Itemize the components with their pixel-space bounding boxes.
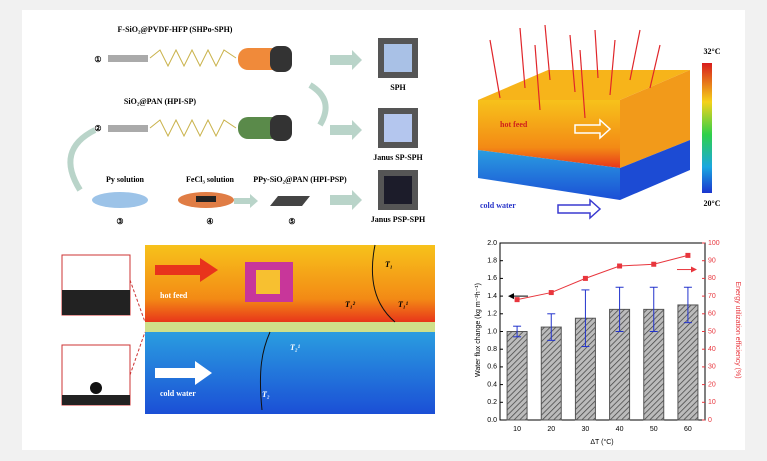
y-tick-label: 1.4 (487, 293, 497, 300)
y2-tick-label: 80 (708, 275, 716, 282)
decoration (256, 270, 280, 294)
y2-tick-label: 0 (708, 417, 712, 424)
y2-tick-label: 10 (708, 399, 716, 406)
temp-max: 32°C (704, 47, 721, 56)
y-tick-label: 1.2 (487, 311, 497, 318)
y2-tick-label: 100 (708, 240, 720, 247)
y2-tick-label: 90 (708, 258, 716, 265)
decoration (270, 46, 292, 72)
x-tick-label: 10 (513, 426, 521, 433)
product-label: Janus SP-SPH (373, 153, 423, 162)
decoration (62, 395, 130, 405)
marker (651, 262, 656, 267)
hot-label: hot feed (500, 120, 528, 129)
y2-tick-label: 60 (708, 311, 716, 318)
page: F-SiO₂@PVDF-HFP (SHPo-SPH) SiO₂@PAN (HPI… (0, 0, 767, 461)
marker (549, 290, 554, 295)
temp-label: T₁² (345, 300, 356, 309)
y-tick-label: 1.6 (487, 275, 497, 282)
y2-tick-label: 70 (708, 293, 716, 300)
step-label: Py solution (106, 175, 145, 184)
decoration (196, 196, 216, 202)
step-label: SiO₂@PAN (HPI-SP) (124, 97, 196, 106)
temp-min: 20°C (704, 199, 721, 208)
decoration (384, 44, 412, 72)
y2-tick-label: 40 (708, 346, 716, 353)
decoration (384, 176, 412, 204)
step-number: ④ (206, 217, 213, 226)
y2-tick-label: 50 (708, 328, 716, 335)
step-number: ① (94, 55, 101, 64)
x-tick-label: 40 (616, 426, 624, 433)
decoration (702, 63, 712, 193)
bar (507, 332, 527, 421)
y-tick-label: 0.6 (487, 364, 497, 371)
y-axis-title: Water flux change (kg m⁻²h⁻¹) (475, 283, 482, 377)
hot-label: hot feed (160, 291, 188, 300)
temp-label: T₁ (385, 260, 393, 269)
y2-axis-title: Energy utilization efficiency (%) (734, 281, 741, 378)
y-tick-label: 2.0 (487, 240, 497, 247)
decoration (270, 115, 292, 141)
y-tick-label: 0.2 (487, 399, 497, 406)
step-label: FeCl₃ solution (186, 175, 235, 184)
x-tick-label: 60 (684, 426, 692, 433)
cold-label: cold water (160, 389, 196, 398)
decoration (108, 55, 148, 62)
marker (617, 264, 622, 269)
temp-label: T₂ (262, 390, 270, 399)
step-number: ⑤ (288, 217, 295, 226)
product-label: Janus PSP-SPH (371, 215, 426, 224)
step-label: PPy-SiO₂@PAN (HPI-PSP) (253, 175, 347, 184)
decoration (90, 382, 102, 394)
decoration (145, 322, 435, 332)
cold-label: cold water (480, 201, 516, 210)
y-tick-label: 1.8 (487, 258, 497, 265)
step-number: ③ (116, 217, 123, 226)
y-tick-label: 0.0 (487, 417, 497, 424)
x-tick-label: 30 (582, 426, 590, 433)
step-label: F-SiO₂@PVDF-HFP (SHPo-SPH) (118, 25, 233, 34)
marker (685, 253, 690, 258)
x-axis-title: ΔT (°C) (590, 438, 613, 446)
step-number: ② (94, 124, 101, 133)
y-tick-label: 0.8 (487, 346, 497, 353)
y-tick-label: 1.0 (487, 328, 497, 335)
bar (541, 327, 561, 420)
temp-label: T₁¹ (398, 300, 409, 309)
decoration (92, 192, 148, 208)
marker (515, 297, 520, 302)
x-tick-label: 50 (650, 426, 658, 433)
decoration (108, 125, 148, 132)
figure: F-SiO₂@PVDF-HFP (SHPo-SPH) SiO₂@PAN (HPI… (0, 0, 767, 461)
y-tick-label: 0.4 (487, 381, 497, 388)
x-tick-label: 20 (547, 426, 555, 433)
y2-tick-label: 20 (708, 381, 716, 388)
y2-tick-label: 30 (708, 364, 716, 371)
marker (583, 276, 588, 281)
decoration (384, 114, 412, 142)
temp-label: T₂¹ (290, 343, 301, 352)
decoration (62, 290, 130, 315)
product-label: SPH (390, 83, 406, 92)
